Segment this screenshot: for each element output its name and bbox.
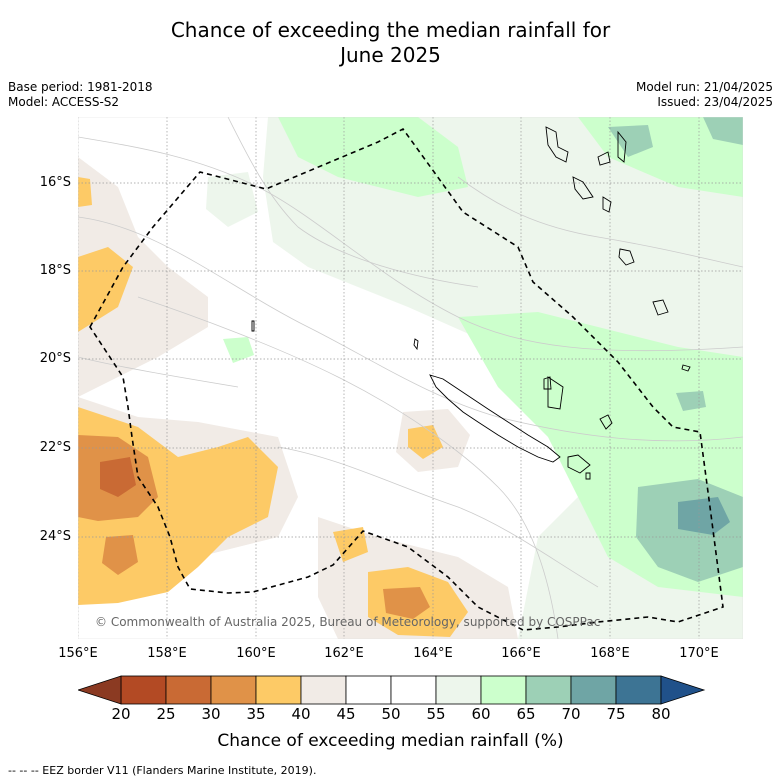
lon-label-164e: 164°E (413, 646, 453, 661)
lat-label-24s: 24°S (39, 529, 71, 544)
colorbar-cell (255, 675, 302, 705)
islet-1 (251, 320, 255, 332)
vanuatu-island-2 (597, 151, 611, 166)
model-run: Model run: 21/04/2025 (635, 80, 773, 94)
region-35-40-west-upper (78, 247, 133, 332)
lat-label-16s: 16°S (39, 175, 71, 190)
model-name: Model: ACCESS-S2 (8, 95, 120, 109)
colorbar-cell (525, 675, 572, 705)
colorbar-svg (76, 675, 706, 705)
vanuatu-island-4 (572, 176, 594, 200)
colorbar-cell (210, 675, 257, 705)
region-60-65-small (223, 337, 254, 363)
vanuatu-island-5 (602, 196, 612, 213)
lat-label-18s: 18°S (39, 263, 71, 278)
colorbar-extend-high (660, 675, 706, 705)
lon-label-162e: 162°E (324, 646, 364, 661)
vanuatu-island-8 (547, 376, 564, 410)
colorbar-tick-75: 75 (606, 705, 626, 723)
eez-border (89, 127, 724, 631)
copyright-notice: © Commonwealth of Australia 2025, Bureau… (95, 615, 601, 629)
colorbar-cell (300, 675, 347, 705)
region-65-70-east-small (676, 391, 706, 411)
meta-right: Model run: 21/04/2025 Issued: 23/04/2025 (636, 80, 773, 110)
title-line-2: June 2025 (340, 43, 441, 67)
region-65-70-northeast (703, 117, 743, 145)
map-panel (78, 117, 743, 639)
lon-label-170e: 170°E (679, 646, 719, 661)
region-35-40-central (408, 425, 443, 459)
colorbar-tick-45: 45 (336, 705, 356, 723)
islet-2 (413, 338, 419, 351)
colorbar-tick-65: 65 (516, 705, 536, 723)
colorbar-cell (165, 675, 212, 705)
vanuatu-island-1 (545, 126, 569, 163)
vanuatu-island-6 (618, 248, 635, 266)
region-35-40-west-small (78, 177, 92, 207)
vanuatu-island-7 (652, 299, 669, 316)
colorbar-cell (390, 675, 437, 705)
colorbar-tick-70: 70 (561, 705, 581, 723)
loyalty-island-2 (599, 414, 613, 430)
lat-label-22s: 22°S (39, 440, 71, 455)
colorbar-tick-30: 30 (201, 705, 221, 723)
colorbar-title: Chance of exceeding median rainfall (%) (217, 731, 564, 751)
colorbar-tick-25: 25 (156, 705, 176, 723)
page-title: Chance of exceeding the median rainfall … (0, 18, 781, 68)
lat-label-20s: 20°S (39, 351, 71, 366)
colorbar-cell (615, 675, 662, 705)
region-40-45-west (78, 157, 208, 397)
region-55-60-northwest (206, 172, 258, 227)
colorbar (76, 675, 706, 705)
base-period: Base period: 1981-2018 (8, 80, 153, 94)
coastlines (251, 126, 691, 480)
colorbar-cell (435, 675, 482, 705)
title-line-1: Chance of exceeding the median rainfall … (170, 18, 611, 42)
region-25-30-southwest (100, 457, 136, 497)
vanuatu-island-9 (681, 364, 691, 372)
colorbar-cell (120, 675, 167, 705)
colorbar-tick-50: 50 (381, 705, 401, 723)
colorbar-tick-80: 80 (651, 705, 671, 723)
colorbar-tick-60: 60 (471, 705, 491, 723)
colorbar-tick-20: 20 (111, 705, 131, 723)
region-30-35-south-2 (383, 587, 430, 619)
colorbar-cell (480, 675, 527, 705)
colorbar-tick-40: 40 (291, 705, 311, 723)
isle-of-pines (585, 472, 591, 480)
region-60-65-north (278, 117, 468, 197)
colorbar-extend-low (76, 675, 122, 705)
colorbar-cell (570, 675, 617, 705)
eez-legend-note: -- -- -- EEZ border V11 (Flanders Marine… (8, 764, 317, 777)
colorbar-tick-35: 35 (246, 705, 266, 723)
colorbar-tick-55: 55 (426, 705, 446, 723)
meta-left: Base period: 1981-2018 Model: ACCESS-S2 (8, 80, 153, 110)
region-30-35-south-small (102, 535, 138, 575)
lon-label-160e: 160°E (236, 646, 276, 661)
lon-label-156e: 156°E (58, 646, 98, 661)
lon-label-168e: 168°E (590, 646, 630, 661)
lon-label-158e: 158°E (147, 646, 187, 661)
region-70-75-southeast (678, 497, 730, 535)
vanuatu-island-3 (617, 130, 627, 163)
contour-lines (78, 117, 743, 639)
colorbar-cell (345, 675, 392, 705)
map-svg (78, 117, 743, 639)
lon-label-166e: 166°E (501, 646, 541, 661)
issued-date: Issued: 23/04/2025 (657, 95, 773, 109)
new-caledonia-coast (429, 374, 561, 463)
loyalty-island-1 (567, 454, 591, 474)
